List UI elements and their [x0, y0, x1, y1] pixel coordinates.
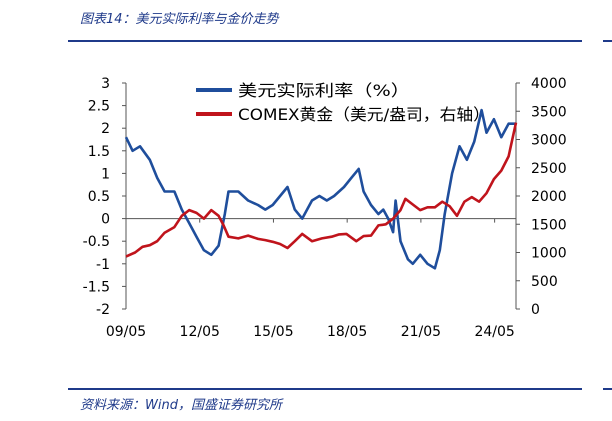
y-left-tick-label: 0.5 — [88, 189, 110, 205]
x-tick-label: 15/05 — [253, 324, 293, 340]
series-line-2 — [125, 122, 518, 258]
y-left-tick-label: 2.5 — [88, 99, 110, 115]
chart-axes: 3 2.5 2 1.5 1 0.5 0 -0.5 -1 -1.5 -2 4000 3500 3000 250… — [83, 76, 567, 340]
y-right-tick-label: 0 — [531, 302, 540, 318]
y-left-tick-label: 3 — [101, 76, 110, 92]
bottom-rule-right — [603, 388, 612, 390]
y-left-tick-label: -1.5 — [83, 279, 110, 295]
x-tick-label: 18/05 — [327, 324, 367, 340]
y-left-tick-label: -1 — [96, 257, 110, 273]
legend-label-1: 美元实际利率（%） — [238, 81, 410, 100]
y-right-tick-label: 500 — [531, 274, 558, 290]
y-right-tick-label: 4000 — [531, 76, 567, 92]
x-tick-label: 12/05 — [180, 324, 220, 340]
y-right-tick-label: 3000 — [531, 133, 567, 149]
y-right-tick-label: 3500 — [531, 104, 567, 120]
y-left-tick-label: -2 — [96, 302, 110, 318]
top-rule — [68, 40, 582, 42]
x-tick-label: 21/05 — [401, 324, 441, 340]
y-right-tick-label: 1500 — [531, 217, 567, 233]
y-left-tick-label: 2 — [101, 121, 110, 137]
legend-label-2: COMEX黄金（美元/盎司，右轴） — [238, 105, 490, 124]
top-rule-right — [603, 40, 612, 42]
x-tick-label: 09/05 — [106, 324, 146, 340]
x-tick-label: 24/05 — [474, 324, 514, 340]
y-left-tick-label: 0 — [101, 212, 110, 228]
series-line-1 — [124, 108, 516, 270]
y-left-tick-label: 1 — [101, 166, 110, 182]
source-note: 资料来源：Wind，国盛证券研究所 — [80, 398, 282, 413]
chart-series — [124, 108, 518, 270]
y-right-tick-label: 1000 — [531, 246, 567, 262]
y-right-tick-label: 2000 — [531, 189, 567, 205]
y-left-tick-label: 1.5 — [88, 144, 110, 160]
y-left-tick-label: -0.5 — [83, 234, 110, 250]
chart-legend: 美元实际利率（%） COMEX黄金（美元/盎司，右轴） — [196, 81, 490, 124]
y-right-tick-label: 2500 — [531, 161, 567, 177]
figure-title: 图表14：美元实际利率与金价走势 — [80, 12, 279, 27]
bottom-rule — [68, 388, 582, 390]
